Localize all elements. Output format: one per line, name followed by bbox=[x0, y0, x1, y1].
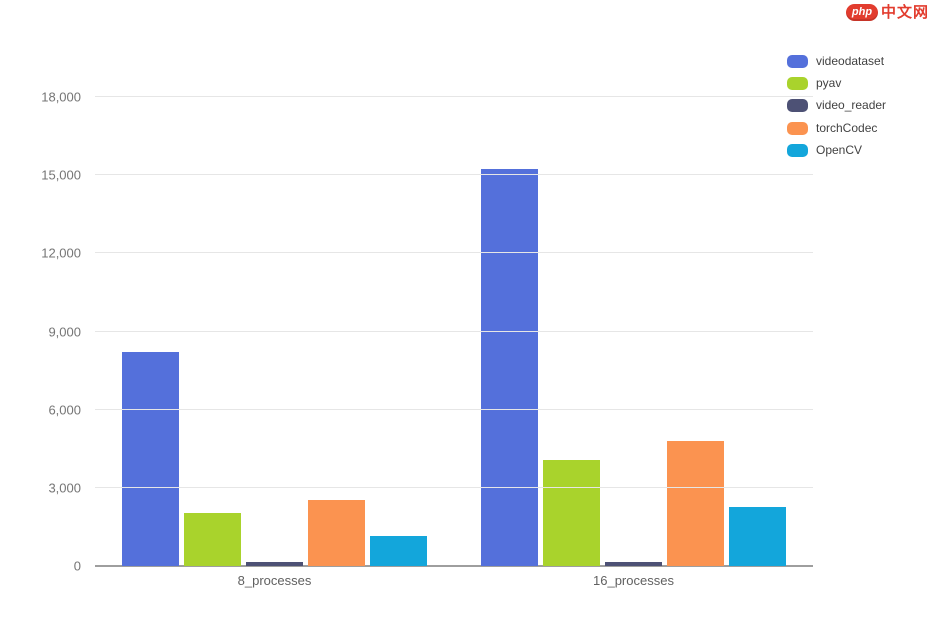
legend-label-torchCodec: torchCodec bbox=[816, 120, 878, 135]
y-tick-label-15000: 15,000 bbox=[41, 167, 81, 183]
chart-legend: videodataset pyav video_reader torchCodec Op… bbox=[787, 54, 887, 157]
legend-label-videodataset: videodataset bbox=[816, 54, 885, 68]
bar-videodataset-8_processes bbox=[122, 352, 179, 566]
legend-item-videodataset[interactable]: videodataset bbox=[787, 54, 886, 69]
bars-container bbox=[95, 97, 813, 566]
gridline-12000 bbox=[95, 252, 813, 254]
bar-group-16_processes bbox=[454, 97, 813, 566]
y-tick-label-3000: 3,000 bbox=[48, 480, 81, 496]
plot-area bbox=[95, 96, 813, 567]
gridline-15000 bbox=[95, 174, 813, 176]
gridline-18000 bbox=[95, 96, 813, 97]
bar-torchCodec-8_processes bbox=[308, 499, 365, 566]
x-axis-labels: 8_processes 16_processes bbox=[95, 573, 813, 588]
y-tick-label-18000: 18,000 bbox=[41, 89, 81, 105]
legend-swatch-pyav bbox=[787, 77, 808, 91]
gridline-9000 bbox=[95, 330, 813, 332]
legend-label-OpenCV: OpenCV bbox=[816, 142, 863, 157]
php-logo-php-text: php bbox=[851, 5, 873, 18]
legend-item-video_reader[interactable]: video_reader bbox=[787, 98, 887, 113]
bar-group-8_processes bbox=[95, 97, 454, 566]
bar-torchCodec-16_processes bbox=[667, 440, 724, 566]
legend-swatch-videodataset bbox=[787, 55, 808, 69]
y-axis: 0 3,000 6,000 9,000 12,000 15,000 18,000 bbox=[0, 91, 88, 573]
x-axis-line bbox=[95, 565, 813, 567]
legend-item-pyav[interactable]: pyav bbox=[787, 76, 886, 91]
php-logo[interactable]: php 中文网 bbox=[846, 2, 929, 22]
legend-swatch-video_reader bbox=[787, 99, 808, 113]
legend-item-torchCodec[interactable]: torchCodec bbox=[787, 120, 886, 135]
bar-pyav-16_processes bbox=[543, 460, 600, 566]
gridline-6000 bbox=[95, 408, 813, 410]
legend-label-video_reader: video_reader bbox=[816, 98, 887, 113]
x-tick-label-16_processes: 16_processes bbox=[593, 573, 674, 588]
y-tick-label-9000: 9,000 bbox=[48, 324, 81, 339]
legend-item-OpenCV[interactable]: OpenCV bbox=[787, 142, 886, 157]
legend-label-pyav: pyav bbox=[816, 76, 842, 91]
bar-video_reader-8_processes bbox=[246, 562, 303, 566]
legend-swatch-OpenCV bbox=[787, 143, 808, 157]
bar-video_reader-16_processes bbox=[605, 562, 662, 566]
gridline-3000 bbox=[95, 486, 813, 488]
php-logo-icon: php bbox=[846, 3, 878, 21]
bar-videodataset-16_processes bbox=[481, 168, 538, 566]
legend-swatch-torchCodec bbox=[787, 121, 808, 135]
y-tick-label-12000: 12,000 bbox=[41, 245, 81, 261]
bar-pyav-8_processes bbox=[184, 512, 241, 566]
php-logo-site-text: 中文网 bbox=[881, 3, 930, 21]
y-tick-label-0: 0 bbox=[73, 558, 81, 574]
x-tick-label-8_processes: 8_processes bbox=[237, 573, 312, 588]
bar-OpenCV-16_processes bbox=[729, 507, 786, 566]
y-tick-label-6000: 6,000 bbox=[48, 402, 81, 418]
bar-OpenCV-8_processes bbox=[370, 536, 427, 566]
